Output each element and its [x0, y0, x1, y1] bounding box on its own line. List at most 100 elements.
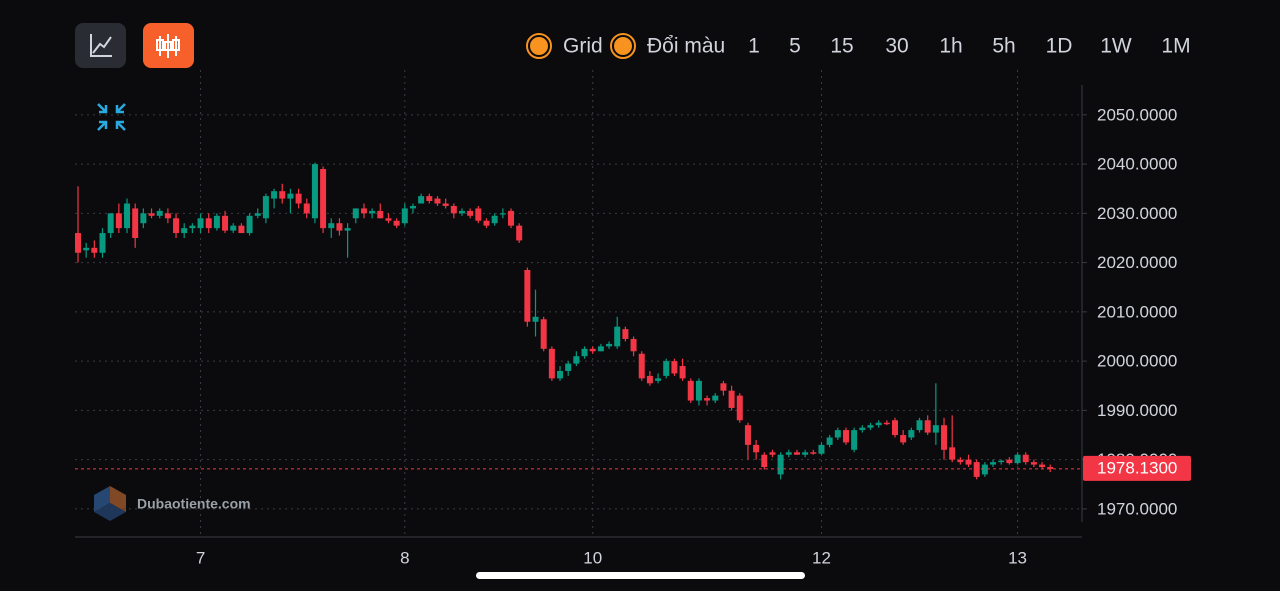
candle-body: [663, 361, 670, 376]
candle-body: [99, 233, 106, 253]
candle-body: [687, 380, 694, 401]
candle-body: [418, 196, 425, 204]
toggle-circle: [612, 35, 634, 57]
toggle-ring: [610, 33, 636, 59]
x-tick-label: 10: [583, 548, 602, 567]
candle-body: [712, 395, 719, 401]
candle-body: [246, 215, 253, 234]
candle-icon: [164, 41, 172, 51]
interval[interactable]: 30: [885, 35, 908, 58]
line-chart-button[interactable]: [75, 23, 126, 68]
candle-body: [728, 390, 735, 408]
candle-body: [581, 348, 588, 357]
candle-body: [1006, 459, 1013, 464]
candle-body: [614, 326, 621, 347]
candle-body: [818, 444, 825, 454]
watermark: Dubaotiente.com: [137, 496, 251, 512]
candle-body: [532, 316, 539, 322]
candle-body: [303, 203, 310, 214]
candle-body: [508, 210, 515, 226]
candle-chart-button[interactable]: [143, 23, 194, 68]
candle-body: [458, 210, 465, 214]
candle-body: [883, 422, 890, 425]
candle-body: [744, 425, 751, 445]
candle-body: [941, 425, 948, 450]
candle-body: [834, 430, 841, 438]
candle-body: [892, 420, 898, 436]
toggle-label: Đổi màu: [647, 35, 725, 58]
candle-body: [450, 205, 457, 214]
interval[interactable]: 5: [789, 35, 801, 58]
interval[interactable]: 1D: [1046, 35, 1073, 58]
interval[interactable]: 15: [830, 35, 853, 58]
candle-body: [279, 191, 286, 199]
candle-body: [524, 270, 531, 322]
candle-body: [867, 425, 874, 428]
candle-body: [401, 208, 408, 224]
collapse-icon[interactable]: [97, 103, 126, 131]
x-tick-label: 7: [196, 548, 205, 567]
candle-body: [148, 213, 155, 216]
candle-body: [75, 233, 81, 253]
candle-body: [181, 228, 188, 234]
logo-part: [94, 503, 126, 521]
toggle[interactable]: Đổi màu: [610, 33, 725, 59]
y-tick-label: 2040.0000: [1097, 155, 1177, 174]
candle-body: [336, 223, 343, 231]
candle-body: [1047, 467, 1054, 469]
candle-body: [287, 193, 294, 199]
candle-body: [254, 213, 261, 216]
interval[interactable]: 1: [748, 35, 760, 58]
interval[interactable]: 1W: [1100, 35, 1132, 58]
candle-body: [295, 193, 302, 204]
icon-part: [115, 103, 126, 114]
candle-body: [924, 420, 931, 433]
candle-body: [164, 213, 171, 219]
toggle-label: Grid: [563, 35, 603, 58]
toggle-gap: [612, 35, 634, 57]
last-price-box: [1083, 455, 1191, 481]
candle-body: [369, 210, 376, 214]
candle-body: [679, 366, 686, 379]
candle-body: [115, 213, 122, 229]
candle-body: [630, 338, 637, 352]
candle-body: [695, 380, 702, 401]
candle-icon: [156, 39, 164, 51]
candle-body: [932, 425, 939, 433]
candle-body: [1030, 462, 1037, 465]
candle-body: [205, 218, 212, 229]
home-indicator: [476, 572, 805, 579]
candle-body: [189, 225, 196, 229]
candle-body: [753, 444, 760, 453]
plot: 1970.00001980.00001990.00002000.00002010…: [75, 70, 1191, 567]
candle-body: [875, 422, 882, 426]
candle-body: [704, 398, 711, 401]
candle-body: [973, 462, 980, 477]
interval[interactable]: 1h: [939, 35, 962, 58]
toggle[interactable]: Grid: [526, 33, 603, 59]
y-tick-label: 2000.0000: [1097, 352, 1177, 371]
y-tick-label: 2030.0000: [1097, 204, 1177, 223]
watermark-logo: [94, 486, 126, 521]
candle-body: [385, 218, 392, 221]
candle-body: [442, 203, 449, 206]
candle-body: [671, 361, 678, 374]
candle-body: [981, 464, 988, 475]
icon-part: [97, 120, 108, 131]
y-tick-label: 1990.0000: [1097, 401, 1177, 420]
candle-body: [393, 220, 400, 226]
candle-body: [320, 169, 327, 229]
candle-body: [851, 430, 858, 450]
candle-body: [900, 435, 907, 443]
candle-body: [107, 213, 114, 234]
candle-body: [409, 205, 416, 209]
candle-body: [124, 203, 131, 229]
candle-body: [262, 196, 269, 219]
interval[interactable]: 5h: [992, 35, 1015, 58]
candle-body: [589, 348, 596, 352]
candle-body: [516, 225, 523, 241]
interval[interactable]: 1M: [1161, 35, 1190, 58]
candle-body: [230, 225, 237, 231]
